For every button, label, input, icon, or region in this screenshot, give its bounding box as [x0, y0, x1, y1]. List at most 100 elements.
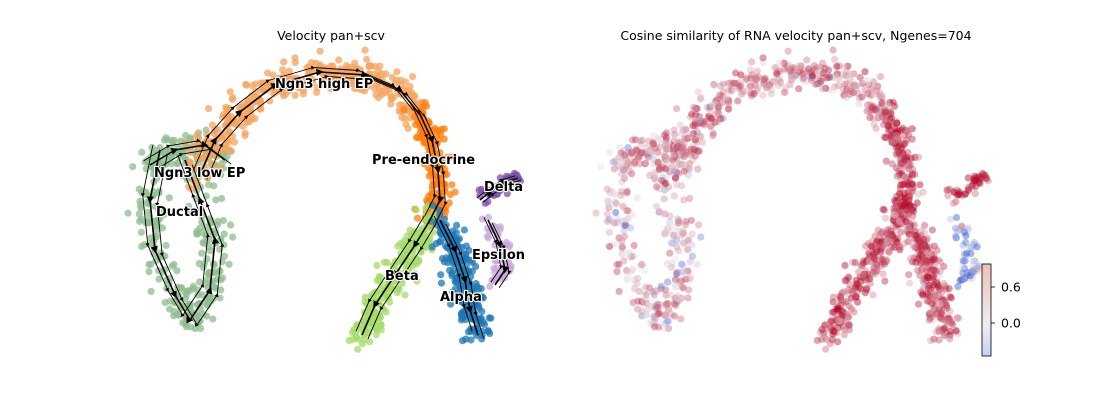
cell-point-similarity	[651, 168, 659, 176]
cell-point	[162, 241, 170, 250]
cell-point-similarity	[621, 151, 629, 159]
cell-point-similarity	[673, 243, 681, 251]
cluster-label-ngn3-low-ep: Ngn3 low EP	[154, 166, 245, 181]
cell-point-similarity	[864, 256, 872, 264]
streamline	[491, 222, 512, 288]
cell-point-similarity	[747, 66, 755, 74]
cell-point-similarity	[893, 119, 901, 127]
cell-point-similarity	[696, 118, 705, 126]
cell-point-similarity	[878, 228, 887, 236]
cell-point-similarity	[622, 215, 630, 224]
cell-point-similarity	[792, 71, 800, 80]
cell-point-similarity	[866, 113, 874, 121]
cell-point-similarity	[884, 122, 892, 130]
cell-point-similarity	[817, 63, 825, 71]
cell-point-similarity	[871, 248, 879, 257]
cell-point-similarity	[852, 282, 860, 290]
cell-point-similarity	[687, 144, 695, 152]
cell-point-similarity	[662, 134, 671, 142]
cell-point-similarity	[896, 246, 904, 254]
cell-point-similarity	[894, 223, 902, 231]
cell-point	[228, 95, 236, 103]
cell-point-similarity	[872, 104, 880, 112]
cell-point-similarity	[670, 192, 678, 200]
cell-point-similarity	[686, 145, 694, 153]
cell-point-similarity	[635, 153, 643, 161]
cell-point-similarity	[762, 76, 770, 84]
cell-point-similarity	[747, 74, 755, 82]
cell-point-similarity	[897, 157, 905, 165]
cell-point-similarity	[678, 151, 686, 159]
cell-point-similarity	[870, 90, 878, 98]
cell-point-similarity	[895, 243, 903, 251]
cell-point-similarity	[887, 110, 895, 118]
cell-point-similarity	[877, 248, 885, 256]
cell-point-similarity	[894, 214, 903, 222]
cell-point-similarity	[788, 76, 796, 84]
cell-point-similarity	[878, 237, 887, 245]
cell-point-similarity	[916, 181, 924, 189]
cell-point-similarity	[671, 142, 680, 150]
cell-point-similarity	[844, 290, 853, 298]
cell-point-similarity	[936, 313, 944, 321]
cell-point-similarity	[908, 135, 916, 143]
cell-point-similarity	[679, 284, 688, 292]
cell-point	[368, 317, 376, 325]
cell-point-similarity	[968, 257, 977, 265]
cell-point-similarity	[833, 316, 841, 324]
cell-point-similarity	[893, 196, 901, 205]
cell-point-similarity	[877, 73, 885, 81]
cell-point-similarity	[908, 171, 917, 179]
cell-point	[189, 282, 197, 290]
cell-point-similarity	[898, 181, 906, 189]
cell-point-similarity	[650, 302, 659, 310]
cell-point-similarity	[696, 95, 705, 103]
cell-point-similarity	[914, 153, 923, 161]
cell-point-similarity	[630, 284, 639, 293]
cell-point-similarity	[860, 259, 868, 267]
cell-point-similarity	[903, 136, 911, 144]
cell-point-similarity	[904, 131, 913, 139]
cell-point-similarity	[896, 189, 904, 198]
cell-point-similarity	[624, 149, 632, 157]
cell-point	[437, 279, 446, 287]
cell-point-similarity	[697, 94, 705, 102]
cell-point-similarity	[675, 279, 684, 287]
cell-point	[196, 278, 204, 286]
cell-point-similarity	[901, 139, 909, 147]
cell-point-similarity	[628, 148, 636, 156]
cell-point-similarity	[683, 148, 691, 157]
cell-point-similarity	[682, 125, 690, 134]
cell-point-similarity	[674, 169, 683, 177]
cell-point-similarity	[806, 68, 814, 76]
cell-point-similarity	[805, 65, 813, 73]
cell-point-similarity	[694, 147, 702, 155]
cell-point-similarity	[877, 254, 885, 262]
cluster-label-epsilon: Epsilon	[472, 248, 525, 263]
cell-point-similarity	[625, 167, 633, 175]
cell-point-similarity	[621, 221, 629, 230]
cell-point-similarity	[662, 145, 671, 153]
cell-point-similarity	[893, 119, 901, 127]
cell-point	[412, 121, 420, 129]
streamline	[156, 146, 232, 170]
cell-point-similarity	[619, 217, 627, 225]
cell-point-similarity	[854, 298, 862, 306]
cell-point-similarity	[666, 249, 674, 257]
cell-point-similarity	[666, 228, 675, 236]
cell-point-similarity	[895, 149, 903, 157]
cell-point-similarity	[759, 54, 767, 62]
cell-point-similarity	[775, 59, 784, 67]
cell-point-similarity	[650, 313, 658, 321]
cell-point-similarity	[603, 210, 611, 218]
cell-point-similarity	[774, 82, 782, 90]
cell-point-similarity	[694, 88, 702, 96]
cell-point-similarity	[684, 151, 692, 159]
cell-point-similarity	[880, 110, 888, 118]
cell-point-similarity	[883, 230, 891, 238]
cell-point-similarity	[891, 125, 899, 133]
cell-point-similarity	[659, 163, 667, 171]
cell-point	[484, 232, 492, 240]
cell-point-similarity	[904, 206, 912, 214]
cell-point-similarity	[872, 124, 880, 132]
